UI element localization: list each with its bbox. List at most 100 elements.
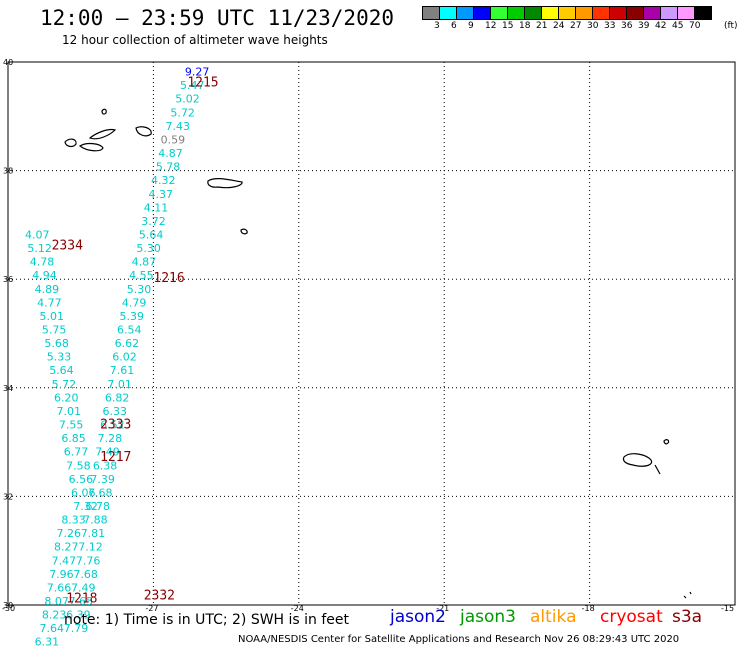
island-outline bbox=[101, 108, 107, 115]
footer-note: note: 1) Time is in UTC; 2) SWH is in fe… bbox=[64, 612, 350, 628]
wave-height-value: 7.66 bbox=[47, 581, 71, 594]
wave-height-value: 7.96 bbox=[49, 568, 74, 581]
pass-time-label: 1216 bbox=[153, 271, 184, 286]
color-legend bbox=[422, 6, 712, 20]
legend-swatch bbox=[559, 7, 576, 19]
wave-height-value: 4.37 bbox=[149, 188, 174, 201]
wave-height-value: 7.32 bbox=[73, 500, 98, 513]
wave-height-value: 5.01 bbox=[40, 310, 65, 323]
lat-tick-label: 38 bbox=[3, 167, 13, 176]
wave-height-value: 7.28 bbox=[98, 432, 123, 445]
wave-height-value: 5.64 bbox=[139, 228, 164, 241]
island-outline bbox=[78, 142, 104, 152]
wave-height-value: 4.77 bbox=[37, 296, 62, 309]
wave-height-value: 7.01 bbox=[56, 405, 81, 418]
legend-label: 24 bbox=[553, 21, 565, 31]
wave-height-value: 7.68 bbox=[73, 568, 98, 581]
legend-swatch bbox=[491, 7, 508, 19]
wave-height-value: 7.26 bbox=[56, 527, 81, 540]
legend-swatch bbox=[627, 7, 644, 19]
legend-unit: (ft) bbox=[724, 21, 738, 31]
map-frame bbox=[7, 61, 736, 606]
lat-tick-label: 40 bbox=[3, 58, 13, 67]
wave-height-value: 5.30 bbox=[136, 242, 161, 255]
wave-height-value: 7.68 bbox=[88, 486, 113, 499]
legend-label: 45 bbox=[672, 21, 684, 31]
wave-height-value: 5.39 bbox=[119, 310, 143, 323]
legend-swatch bbox=[678, 7, 695, 19]
legend-swatch bbox=[423, 7, 440, 19]
wave-height-value: 7.61 bbox=[110, 364, 135, 377]
wave-height-value: 6.85 bbox=[61, 432, 86, 445]
wave-height-value: 6.31 bbox=[35, 636, 60, 649]
wave-height-value: 4.55 bbox=[129, 269, 154, 282]
lon-tick-label: -21 bbox=[436, 604, 449, 613]
wave-height-value: 4.94 bbox=[32, 269, 57, 282]
wave-height-value: 5.72 bbox=[170, 106, 195, 119]
legend-label: 15 bbox=[502, 21, 514, 31]
lon-tick-label: -24 bbox=[291, 604, 304, 613]
island-outline bbox=[88, 128, 117, 140]
legend-swatch bbox=[457, 7, 474, 19]
wave-height-value: 4.07 bbox=[25, 228, 50, 241]
legend-label: 9 bbox=[468, 21, 474, 31]
wave-height-value: 4.89 bbox=[35, 283, 60, 296]
legend-label: 42 bbox=[655, 21, 667, 31]
wave-height-value: 6.02 bbox=[112, 351, 137, 364]
wave-height-value: 5.68 bbox=[44, 337, 69, 350]
satellite-label-altika: altika bbox=[530, 607, 577, 627]
wave-height-value: 5.47 bbox=[180, 79, 205, 92]
wave-height-value: 7.49 bbox=[95, 446, 120, 459]
lon-tick-label: -15 bbox=[721, 604, 734, 613]
wave-height-value: 7.76 bbox=[76, 554, 101, 567]
wave-height-value: 7.49 bbox=[71, 581, 96, 594]
wave-height-value: 7.79 bbox=[64, 622, 88, 635]
wave-height-value: 5.33 bbox=[47, 351, 71, 364]
wave-height-value: 6.77 bbox=[64, 446, 88, 459]
legend-swatch bbox=[542, 7, 559, 19]
island-outline bbox=[654, 464, 661, 475]
wave-height-value: 4.87 bbox=[158, 147, 183, 160]
wave-height-value: 4.79 bbox=[122, 296, 147, 309]
wave-height-value: 5.12 bbox=[27, 242, 51, 255]
pass-time-label: 1215 bbox=[187, 75, 218, 90]
wave-height-value: 7.55 bbox=[59, 419, 84, 432]
wave-height-value: 7.01 bbox=[107, 378, 131, 391]
wave-height-value: 0.59 bbox=[161, 133, 186, 146]
legend-label: 33 bbox=[604, 21, 616, 31]
island-outline bbox=[240, 228, 248, 235]
page-title: 12:00 – 23:59 UTC 11/23/2020 bbox=[40, 6, 395, 30]
legend-label: 36 bbox=[621, 21, 633, 31]
track-cryosat-1215-1218: 9.275.475.025.727.430.594.875.784.324.37… bbox=[64, 66, 210, 636]
wave-height-value: 6.06 bbox=[71, 486, 96, 499]
lat-tick-label: 36 bbox=[3, 275, 13, 284]
lat-tick-label: 34 bbox=[3, 384, 13, 393]
color-legend-labels: 3 6 9 12 15 18 21 24 27 30 33 36 39 42 45 70 bbox=[422, 21, 740, 35]
legend-swatch bbox=[610, 7, 627, 19]
legend-swatch bbox=[474, 7, 491, 19]
legend-swatch bbox=[644, 7, 661, 19]
lon-tick-label: -18 bbox=[582, 604, 595, 613]
wave-height-value: 4.11 bbox=[144, 201, 169, 214]
wave-height-value: 6.33 bbox=[103, 405, 128, 418]
wave-height-value: 6.56 bbox=[69, 473, 94, 486]
wave-height-value: 7.58 bbox=[66, 459, 91, 472]
wave-height-value: 8.23 bbox=[42, 609, 67, 622]
island-outline bbox=[663, 439, 670, 445]
satellite-label-jason2: jason2 bbox=[390, 607, 446, 627]
wave-height-value: 5.72 bbox=[52, 378, 76, 391]
legend-label: 39 bbox=[638, 21, 650, 31]
wave-height-value: 7.64 bbox=[40, 622, 65, 635]
wave-height-value: 7.47 bbox=[52, 554, 76, 567]
lat-tick-label: 32 bbox=[3, 492, 13, 501]
island-outline bbox=[64, 138, 77, 148]
wave-height-value: 6.62 bbox=[115, 337, 140, 350]
legend-swatch bbox=[593, 7, 610, 19]
pass-time-label: 1218 bbox=[66, 591, 97, 606]
wave-height-value: 7.65 bbox=[69, 595, 94, 608]
wave-height-value: 7.39 bbox=[90, 473, 115, 486]
wave-height-value: 9.27 bbox=[185, 66, 210, 79]
pass-time-label: 2334 bbox=[52, 238, 83, 253]
